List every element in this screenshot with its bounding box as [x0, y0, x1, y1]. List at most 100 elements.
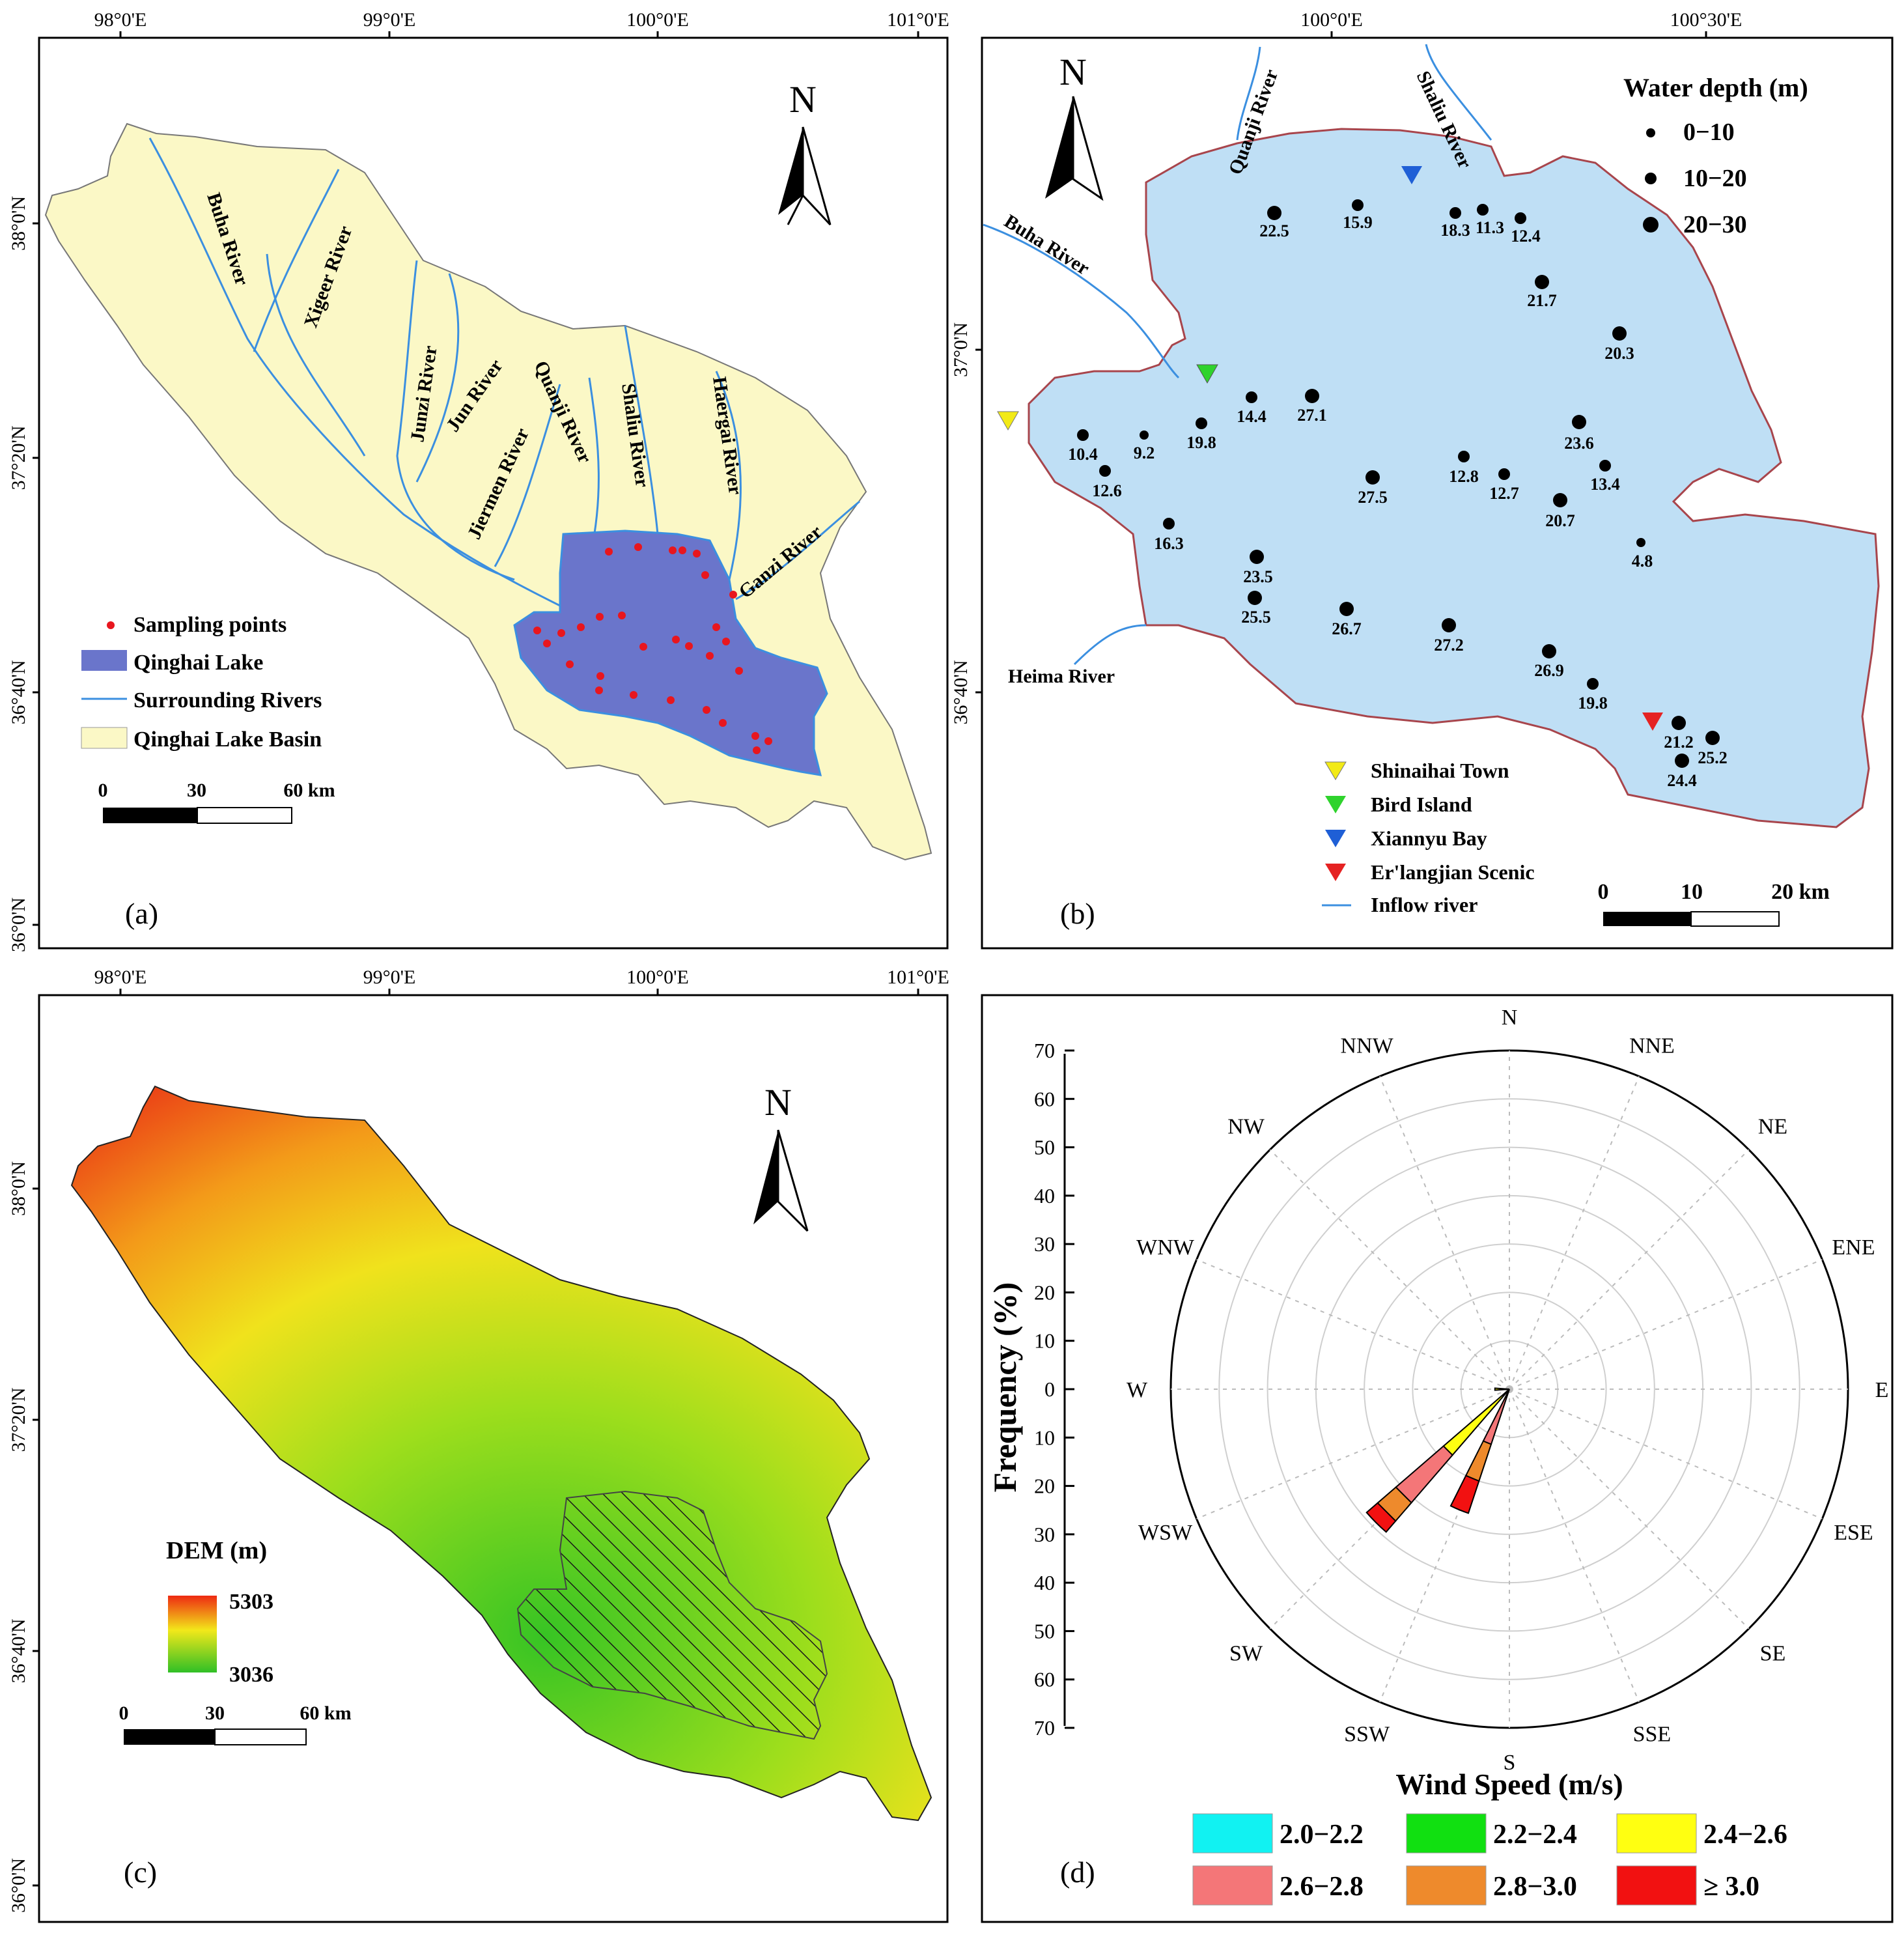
rose-direction-labels: N NNE NE ENE E ESE SE SSE S SSW SW WSW W WNW NW NNW — [1127, 1006, 1888, 1775]
lon-tick: 100°0'E — [626, 966, 689, 988]
depth-label: 20.7 — [1545, 511, 1575, 530]
scale-bar — [197, 807, 292, 824]
scale-label: 30 — [187, 780, 206, 801]
depth-label: 20.3 — [1604, 344, 1634, 363]
lat-tick: 36°40'N — [8, 660, 29, 724]
rose-spoke — [1509, 1259, 1823, 1390]
depth-label: 12.4 — [1511, 227, 1541, 246]
dem-colorbar — [168, 1596, 217, 1672]
panel-label: (c) — [124, 1855, 157, 1889]
scale-bar — [214, 1728, 307, 1745]
frequency-axis-title: Frequency (%) — [987, 1282, 1023, 1493]
scale-bar — [1690, 911, 1780, 927]
legend-marker-icon — [1325, 796, 1346, 813]
legend-marker-icon — [1325, 864, 1346, 881]
direction-label: NE — [1758, 1115, 1787, 1139]
axis-tick-label: 10 — [1034, 1329, 1055, 1353]
scale-bar — [103, 808, 197, 823]
legend-swatch — [1616, 1813, 1697, 1854]
panel-c: 98°0'E 99°0'E 100°0'E 101°0'E 38°0'N 37°… — [8, 966, 949, 1923]
lon-tick: 98°0'E — [94, 9, 147, 31]
rose-ring — [1267, 1146, 1752, 1632]
rose-spoke — [1509, 1389, 1750, 1630]
depth-label: 26.7 — [1332, 619, 1362, 638]
depth-label: 22.5 — [1259, 221, 1289, 240]
legend-swatch — [1192, 1813, 1273, 1854]
dem-max: 5303 — [229, 1590, 273, 1614]
lat-tick: 37°20'N — [8, 1387, 29, 1452]
axis-tick-label: 50 — [1034, 1136, 1055, 1159]
depth-label: 14.4 — [1237, 407, 1267, 426]
direction-label: NNE — [1629, 1034, 1675, 1058]
legend-label: 2.2−2.4 — [1493, 1820, 1577, 1850]
rose-bar-segment — [1449, 1474, 1480, 1514]
scale-label: 20 km — [1771, 880, 1830, 904]
legend-swatch — [1616, 1865, 1697, 1906]
rose-bar-segment — [1494, 1387, 1510, 1391]
depth-label: 11.3 — [1476, 218, 1504, 237]
panel-label: (a) — [125, 897, 158, 930]
lon-tick: 100°0'E — [1300, 9, 1363, 31]
lat-tick: 37°20'N — [8, 425, 29, 490]
legend-swatch — [1192, 1865, 1273, 1906]
depth-label: 21.7 — [1527, 291, 1557, 310]
direction-label: NW — [1227, 1115, 1265, 1139]
depth-label: 12.7 — [1489, 484, 1519, 503]
rose-ring — [1364, 1243, 1655, 1535]
axis-tick-label: 30 — [1034, 1232, 1055, 1256]
axis-tick-label: 20 — [1034, 1474, 1055, 1498]
depth-dot-medium — [1645, 173, 1657, 184]
axis-tick-label: 70 — [1034, 1039, 1055, 1062]
depth-label: 19.8 — [1186, 433, 1216, 452]
site-legend-label: Xiannyu Bay — [1371, 826, 1487, 850]
depth-label: 16.3 — [1154, 534, 1184, 553]
lon-tick: 100°30'E — [1670, 9, 1743, 31]
lon-tick: 98°0'E — [94, 966, 147, 988]
north-arrow-icon — [1045, 96, 1104, 201]
axis-tick-label: 50 — [1034, 1619, 1055, 1643]
direction-label: ENE — [1832, 1235, 1875, 1260]
axis-tick-label: 40 — [1034, 1571, 1055, 1594]
depth-label: 10.4 — [1068, 445, 1098, 464]
inflow-rivers — [983, 44, 1492, 666]
north-arrow-icon — [778, 126, 832, 226]
direction-label: SW — [1229, 1641, 1263, 1665]
scale-label: 60 km — [283, 780, 335, 801]
site-legend-label: Er'langjian Scenic — [1371, 860, 1535, 884]
depth-label: 21.2 — [1664, 733, 1694, 752]
dem-min: 3036 — [229, 1663, 273, 1687]
frequency-axis-ticks: 70 60 50 40 30 20 10 0 10 20 30 40 50 60 70 — [1034, 1039, 1074, 1740]
lat-tick: 36°0'N — [8, 897, 29, 952]
depth-dot-small — [1646, 128, 1655, 137]
north-arrow-icon — [753, 1129, 809, 1232]
legend-label: Surrounding Rivers — [133, 688, 322, 713]
depth-label: 24.4 — [1667, 771, 1697, 790]
legend-label: 2.4−2.6 — [1703, 1820, 1787, 1850]
lat-tick: 36°40'N — [950, 660, 972, 724]
axis-tick-label: 0 — [1044, 1377, 1055, 1401]
legend-label: 2.0−2.2 — [1280, 1820, 1364, 1850]
depth-label: 27.2 — [1434, 636, 1464, 655]
scale-label: 0 — [119, 1702, 129, 1724]
axis-tick-label: 20 — [1034, 1280, 1055, 1304]
depth-label: 4.8 — [1632, 552, 1653, 571]
depth-label: 12.6 — [1092, 481, 1122, 500]
lon-tick: 99°0'E — [363, 966, 416, 988]
lat-tick: 38°0'N — [8, 1161, 29, 1216]
panel-b: 100°0'E 100°30'E 37°0'N 36°40'N Quanji R… — [950, 9, 1894, 950]
lon-tick: 100°0'E — [626, 9, 689, 31]
rose-ring — [1218, 1098, 1800, 1680]
lon-tick: 101°0'E — [887, 966, 949, 988]
north-label: N — [764, 1081, 792, 1123]
direction-label: ESE — [1834, 1521, 1873, 1545]
scale-label: 60 km — [300, 1702, 351, 1724]
panel-d: N NNE NE ENE E ESE SE SSE S SSW SW WSW W WNW NW NNW 70 6… — [981, 994, 1894, 1923]
depth-label: 9.2 — [1134, 444, 1155, 462]
rose-ring — [1412, 1291, 1607, 1487]
legend-label: 2.8−3.0 — [1493, 1872, 1577, 1902]
scale-bar — [1603, 912, 1691, 926]
rose-bars — [1365, 1387, 1510, 1533]
lat-tick: 36°0'N — [8, 1858, 29, 1913]
legend-label: Qinghai Lake — [133, 651, 263, 675]
scale-label: 0 — [1598, 880, 1609, 904]
